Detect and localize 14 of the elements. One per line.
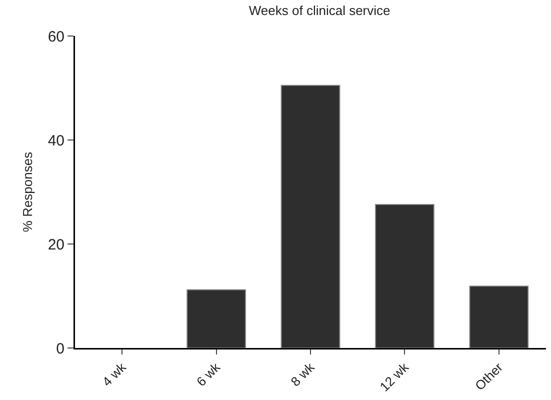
- y-tick-label: 40: [48, 132, 64, 150]
- x-tick-label: 6 wk: [194, 359, 224, 390]
- y-tick-label: 20: [48, 236, 64, 254]
- bar: [375, 204, 434, 348]
- x-tick-label: 4 wk: [99, 359, 130, 390]
- x-tick-label: 8 wk: [288, 359, 318, 390]
- chart-title: Weeks of clinical service: [248, 3, 390, 18]
- bar: [469, 286, 529, 348]
- y-tick-label: 0: [56, 340, 64, 358]
- bar: [280, 84, 340, 348]
- y-axis-title: % Responses: [20, 151, 36, 232]
- y-tick-label: 60: [48, 28, 64, 46]
- x-tick-label: 12 wk: [376, 359, 412, 394]
- bar: [186, 289, 246, 348]
